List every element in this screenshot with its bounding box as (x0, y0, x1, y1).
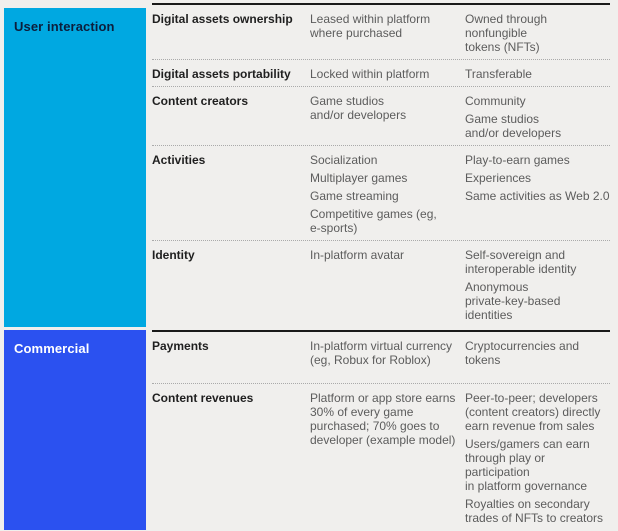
cell-web2: In-platform virtual currency (eg, Robux … (310, 339, 465, 367)
section-commercial: Commercial Payments In-platform virtual … (4, 330, 610, 530)
cell-metaverse: Play-to-earn games Experiences Same acti… (465, 153, 610, 235)
cell-text: Game studios and/or developers (465, 112, 562, 140)
cell-web2: Socialization Multiplayer games Game str… (310, 153, 465, 235)
cell-text: In-platform virtual currency (eg, Robux … (310, 339, 453, 367)
row-category: Content revenues (152, 391, 254, 405)
row-category: Activities (152, 153, 206, 167)
cell-text: Royalties on secondary trades of NFTs to… (465, 497, 604, 525)
table-row-digital-assets-ownership: Digital assets ownership Leased within p… (152, 5, 610, 60)
cell-text: Cryptocurrencies and tokens (465, 339, 580, 367)
user-interaction-block: User interaction (4, 8, 146, 327)
cell-text: Transferable (465, 67, 532, 81)
cell-text: Competitive games (eg, e-sports) (310, 207, 437, 235)
cell-text: Multiplayer games (310, 171, 408, 185)
row-category: Payments (152, 339, 209, 353)
cell-text: Game studios and/or developers (310, 94, 407, 122)
cell-text: Socialization (310, 153, 378, 167)
section-label-user-interaction: User interaction (14, 19, 115, 34)
row-category: Content creators (152, 94, 249, 108)
cell-text: Anonymous private-key-based identities (465, 280, 561, 322)
cell-text: Platform or app store earns 30% of every… (310, 391, 456, 447)
cell-web2: Platform or app store earns 30% of every… (310, 391, 465, 525)
section-label-commercial: Commercial (14, 341, 90, 356)
cell-text: Experiences (465, 171, 532, 185)
cell-text: Leased within platform where purchased (310, 12, 431, 40)
cell-metaverse: Transferable (465, 67, 610, 81)
table-row-digital-assets-portability: Digital assets portability Locked within… (152, 60, 610, 87)
cell-text: Owned through nonfungible tokens (NFTs) (465, 12, 548, 54)
commercial-block: Commercial (4, 330, 146, 530)
table-row-content-revenues: Content revenues Platform or app store e… (152, 384, 610, 530)
cell-metaverse: Community Game studios and/or developers (465, 94, 610, 140)
cell-text: Play-to-earn games (465, 153, 570, 167)
cell-web2: Leased within platform where purchased (310, 12, 465, 54)
row-category: Identity (152, 248, 195, 262)
cell-text: Same activities as Web 2.0 (465, 189, 610, 203)
cell-web2: In-platform avatar (310, 248, 465, 322)
table-row-activities: Activities Socialization Multiplayer gam… (152, 146, 610, 241)
cell-text: Community (465, 94, 526, 108)
cell-text: Users/gamers can earn through play or pa… (465, 437, 590, 493)
cell-metaverse: Self-sovereign and interoperable identit… (465, 248, 610, 322)
cell-web2: Game studios and/or developers (310, 94, 465, 140)
user-interaction-rows: Digital assets ownership Leased within p… (152, 3, 610, 327)
cell-text: Locked within platform (310, 67, 430, 81)
cell-text: Peer-to-peer; developers (content creato… (465, 391, 601, 433)
commercial-rows: Payments In-platform virtual currency (e… (152, 330, 610, 530)
table-row-content-creators: Content creators Game studios and/or dev… (152, 87, 610, 146)
cell-metaverse: Cryptocurrencies and tokens (465, 339, 610, 367)
table-row-identity: Identity In-platform avatar Self-soverei… (152, 241, 610, 327)
cell-metaverse: Peer-to-peer; developers (content creato… (465, 391, 610, 525)
table-row-payments: Payments In-platform virtual currency (e… (152, 332, 610, 384)
cell-text: In-platform avatar (310, 248, 405, 262)
cell-text: Self-sovereign and interoperable identit… (465, 248, 577, 276)
cell-metaverse: Owned through nonfungible tokens (NFTs) (465, 12, 610, 54)
cell-web2: Locked within platform (310, 67, 465, 81)
row-category: Digital assets ownership (152, 12, 293, 26)
cell-text: Game streaming (310, 189, 399, 203)
row-category: Digital assets portability (152, 67, 291, 81)
section-user-interaction: User interaction Digital assets ownershi… (4, 3, 610, 327)
